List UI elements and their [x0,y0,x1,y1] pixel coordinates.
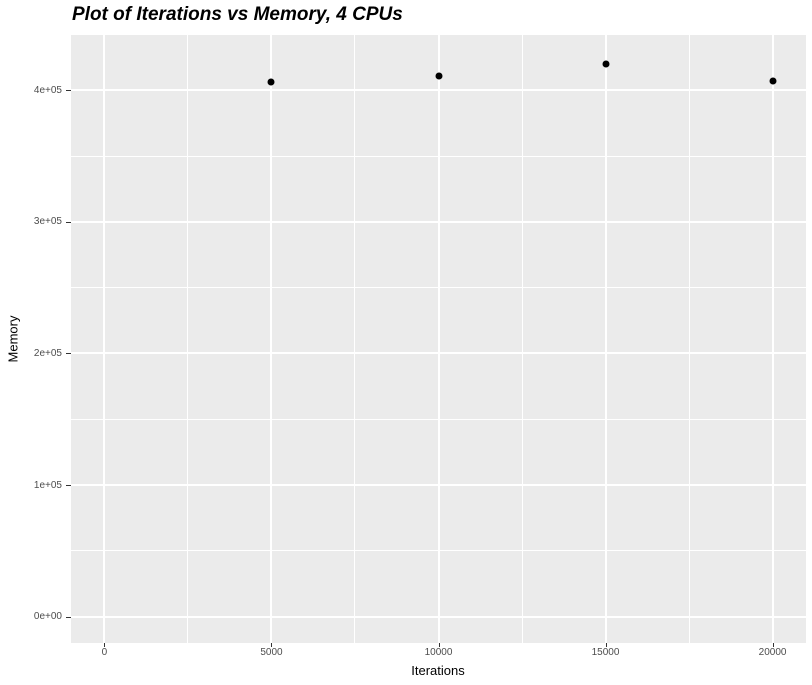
x-major-gridline [604,35,607,643]
y-major-gridline [71,484,806,487]
x-major-gridline [103,35,106,643]
x-minor-gridline [354,35,356,643]
y-major-gridline [71,89,806,92]
x-tick-label: 5000 [260,647,283,658]
x-tick-mark [772,643,774,647]
data-point [267,78,275,86]
x-minor-gridline [688,35,690,643]
x-tick-mark [104,643,106,647]
x-tick-label: 10000 [424,647,453,658]
y-tick-label: 1e+05 [33,479,62,491]
x-major-gridline [771,35,774,643]
x-tick-label: 15000 [591,647,620,658]
x-minor-gridline [521,35,523,643]
y-major-gridline [71,615,806,618]
x-major-gridline [270,35,273,643]
y-major-gridline [71,220,806,223]
data-point [435,72,442,80]
plot-panel [71,35,806,643]
y-tick-label: 4e+05 [33,84,62,96]
x-minor-gridline [187,35,189,643]
chart-title: Plot of Iterations vs Memory, 4 CPUs [72,4,403,25]
y-axis-title: Memory [5,315,21,363]
data-point [602,60,610,68]
x-tick-label: 0 [101,647,108,658]
x-tick-mark [271,643,273,647]
y-major-gridline [71,352,806,355]
x-major-gridline [437,35,440,643]
x-tick-mark [605,643,607,647]
x-axis-title: Iterations [411,663,465,678]
x-tick-label: 20000 [758,647,787,658]
data-point [769,77,777,85]
y-tick-label: 3e+05 [33,216,62,228]
y-tick-label: 0e+00 [33,611,62,623]
x-tick-mark [438,643,440,647]
